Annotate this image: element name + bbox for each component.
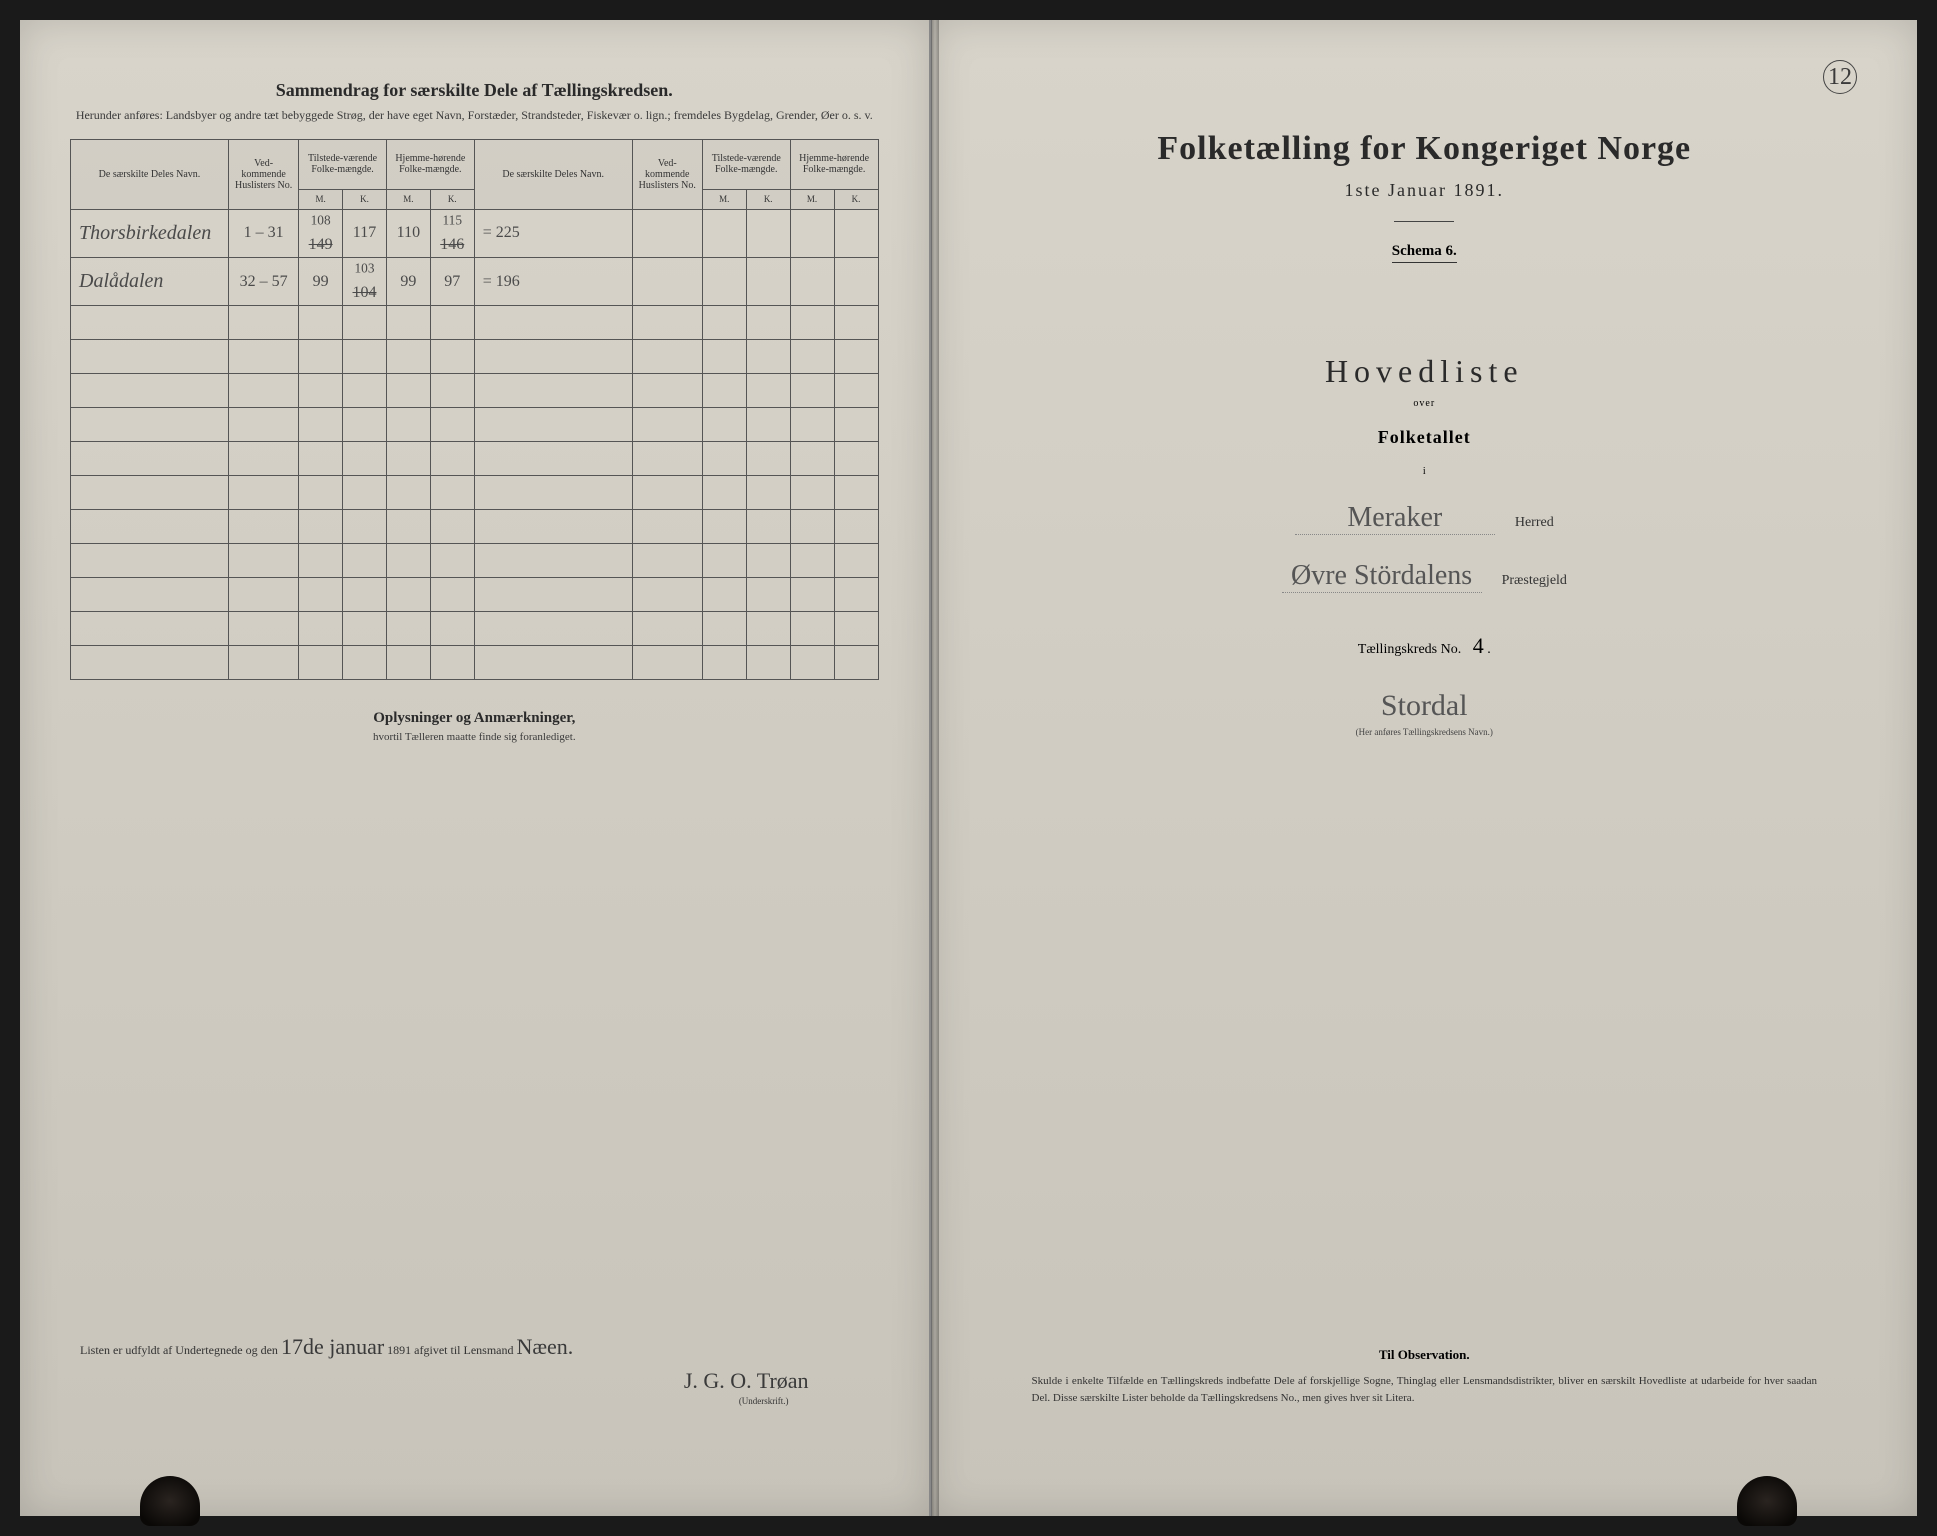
table-row: Dalådalen 32 – 57 99 103104 99 97 = 196 [71,258,879,306]
herred-label: Herred [1515,515,1554,531]
col-m: M. [790,189,834,209]
notes-section: Oplysninger og Anmærkninger, hvortil Tæl… [70,710,879,743]
table-row: Thorsbirkedalen 1 – 31 108149 117 110 11… [71,209,879,257]
sig-prefix: Listen er udfyldt af Undertegnede og den [80,1343,278,1357]
row-sum: = 225 [483,224,520,241]
row-name: Thorsbirkedalen [79,222,211,244]
col-k: K. [430,189,474,209]
sig-caption: (Underskrift.) [80,1396,789,1406]
kreds-value: 4 [1473,633,1484,658]
table-row [71,646,879,680]
district-caption: (Her anføres Tællingskredsens Navn.) [982,727,1867,737]
table-row [71,544,879,578]
row-hm: 99 [400,273,416,290]
over-label: over [982,398,1867,409]
col-huslisters2: Ved-kommende Huslisters No. [632,139,702,209]
col-name: De særskilte Deles Navn. [71,139,229,209]
main-title: Folketælling for Kongeriget Norge [982,130,1867,168]
table-row [71,408,879,442]
table-row [71,442,879,476]
page-number: 12 [1823,60,1857,94]
row-huslisters: 1 – 31 [244,224,284,241]
notes-subtitle: hvortil Tælleren maatte finde sig foranl… [70,731,879,743]
table-body: Thorsbirkedalen 1 – 31 108149 117 110 11… [71,209,879,680]
row-hm: 110 [397,224,420,241]
row-sum: = 196 [483,273,520,290]
i-label: i [982,466,1867,477]
schema-label: Schema 6. [1392,243,1457,263]
book-clip-icon [1737,1476,1797,1526]
hovedliste-heading: Hovedliste [982,353,1867,390]
row-hk: 115146 [440,218,464,253]
herred-value: Meraker [1295,502,1495,535]
col-huslisters: Ved-kommende Huslisters No. [228,139,298,209]
signature-block: Listen er udfyldt af Undertegnede og den… [80,1334,869,1406]
kreds-label: Tællingskreds No. [1358,642,1461,657]
table-row [71,612,879,646]
kreds-line: Tællingskreds No. 4 . [982,633,1867,659]
col-tilstede: Tilstede-værende Folke-mængde. [299,139,387,189]
book-spine [931,20,939,1516]
row-hk: 97 [444,273,460,290]
right-page: 12 Folketælling for Kongeriget Norge 1st… [931,20,1917,1516]
census-date: 1ste Januar 1891. [982,180,1867,201]
praestegjeld-value: Øvre Stördalens [1282,560,1482,593]
table-row [71,578,879,612]
col-m: M. [386,189,430,209]
col-m: M. [702,189,746,209]
praestegjeld-label: Præstegjeld [1502,573,1567,589]
divider-icon [1394,221,1454,222]
sig-lensmand: Næen. [516,1334,573,1359]
row-tk: 103104 [353,266,377,301]
observation-text: Skulde i enkelte Tilfælde en Tællingskre… [1032,1373,1817,1406]
observation-title: Til Observation. [1032,1347,1817,1363]
title-block: Folketælling for Kongeriget Norge 1ste J… [982,130,1867,737]
table-row [71,340,879,374]
left-page: Sammendrag for særskilte Dele af Tælling… [20,20,931,1516]
census-book-spread: Sammendrag for særskilte Dele af Tælling… [20,20,1917,1516]
row-huslisters: 32 – 57 [240,273,288,290]
observation-block: Til Observation. Skulde i enkelte Tilfæl… [1032,1347,1817,1406]
summary-table: De særskilte Deles Navn. Ved-kommende Hu… [70,139,879,681]
row-tm: 108149 [309,218,333,253]
col-k: K. [834,189,878,209]
sig-year: 1891 afgivet til Lensmand [387,1343,513,1357]
table-row [71,374,879,408]
table-row [71,510,879,544]
summary-subtitle: Herunder anføres: Landsbyer og andre tæt… [70,107,879,124]
notes-title: Oplysninger og Anmærkninger, [70,710,879,727]
folketallet-label: Folketallet [982,427,1867,448]
col-tilstede2: Tilstede-værende Folke-mængde. [702,139,790,189]
sig-date: 17de januar [281,1334,384,1359]
book-clip-icon [140,1476,200,1526]
col-hjemme2: Hjemme-hørende Folke-mængde. [790,139,878,189]
row-name: Dalådalen [79,270,163,292]
table-row [71,476,879,510]
col-k: K. [343,189,387,209]
summary-title: Sammendrag for særskilte Dele af Tælling… [70,80,879,101]
row-tm: 99 [313,273,329,290]
row-tk: 117 [353,224,376,241]
col-k: K. [746,189,790,209]
district-name: Stordal [982,689,1867,723]
col-m: M. [299,189,343,209]
praestegjeld-line: Øvre Stördalens Præstegjeld [982,560,1867,593]
summary-header: Sammendrag for særskilte Dele af Tælling… [70,80,879,124]
table-row [71,306,879,340]
sig-signer: J. G. O. Trøan [684,1368,809,1393]
col-hjemme: Hjemme-hørende Folke-mængde. [386,139,474,189]
col-name2: De særskilte Deles Navn. [474,139,632,209]
herred-line: Meraker Herred [982,502,1867,535]
